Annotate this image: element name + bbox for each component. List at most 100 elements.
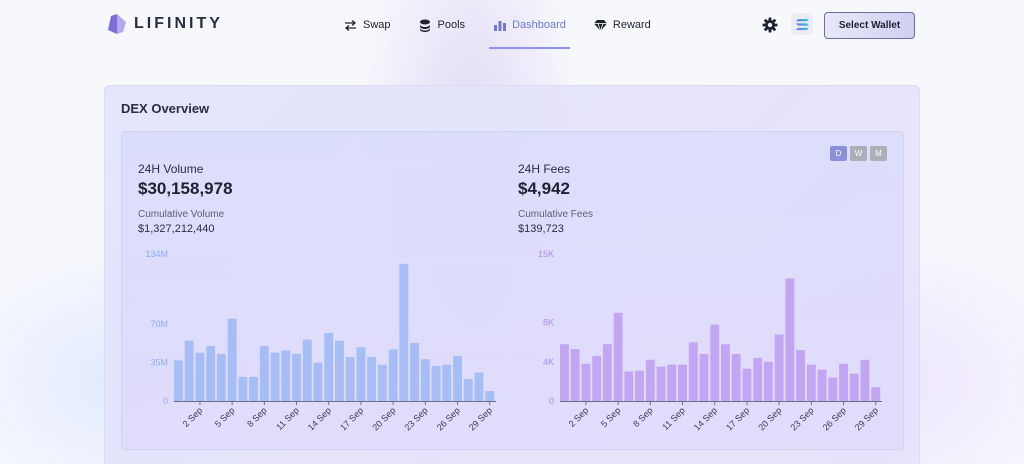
volume-bar[interactable]	[313, 362, 323, 401]
volume-bar[interactable]	[431, 365, 441, 401]
fees-bar[interactable]	[624, 371, 634, 401]
fees-bar[interactable]	[849, 373, 859, 401]
fees-y-tick-label: 15K	[538, 249, 554, 259]
fees-bar[interactable]	[699, 354, 709, 401]
nav-item-swap[interactable]: Swap	[344, 14, 391, 36]
volume-y-tick-label: 0	[163, 396, 168, 406]
fees-bar[interactable]	[785, 278, 795, 402]
period-toggle-day[interactable]: D	[830, 146, 847, 161]
fees-bar[interactable]	[645, 359, 655, 401]
fees-x-tick-label: 8 Sep	[631, 405, 655, 429]
volume-bar[interactable]	[463, 379, 473, 401]
volume-value: $30,158,978	[138, 179, 233, 198]
volume-bar[interactable]	[345, 357, 355, 401]
volume-bar[interactable]	[410, 342, 419, 401]
fees-x-tick-label: 17 Sep	[724, 405, 751, 432]
fees-x-tick-label: 5 Sep	[599, 405, 623, 429]
fees-bar[interactable]	[721, 344, 730, 401]
volume-bar[interactable]	[442, 364, 452, 401]
fees-bar[interactable]	[602, 344, 612, 401]
volume-bar[interactable]	[324, 333, 334, 401]
fees-bar[interactable]	[667, 364, 677, 401]
fees-bar[interactable]	[828, 377, 838, 402]
period-toggle-week[interactable]: W	[850, 146, 867, 161]
nav-item-dashboard[interactable]: Dashboard	[489, 14, 570, 49]
fees-bar[interactable]	[731, 354, 741, 401]
fees-bar[interactable]	[871, 387, 881, 401]
fees-bar[interactable]	[860, 359, 870, 401]
cumulative-volume-value: $1,327,212,440	[138, 223, 215, 235]
volume-y-tick-label: 70M	[150, 319, 168, 329]
fees-bar[interactable]	[570, 349, 580, 401]
volume-bar[interactable]	[227, 318, 237, 401]
fees-x-tick-label: 14 Sep	[692, 405, 719, 432]
lifinity-logo-icon	[108, 14, 126, 34]
nav-item-reward-label: Reward	[612, 19, 651, 31]
fees-bar-chart: 0 4K 8K 15K 2 Sep 5 Sep 8 Sep 11 Sep 14 Sep 17 Se…	[538, 249, 882, 433]
volume-x-tick-label: 8 Sep	[245, 405, 269, 429]
fees-bar[interactable]	[796, 350, 805, 401]
fees-x-tick-label: 23 Sep	[789, 405, 816, 432]
fees-bar[interactable]	[742, 368, 752, 401]
period-toggle-month[interactable]: M	[870, 146, 887, 161]
volume-bar[interactable]	[474, 372, 484, 402]
fees-bar[interactable]	[839, 363, 848, 401]
volume-bar[interactable]	[485, 391, 495, 401]
fees-bar[interactable]	[560, 344, 569, 401]
fees-bar[interactable]	[656, 366, 666, 401]
select-wallet-button[interactable]: Select Wallet	[824, 12, 915, 39]
volume-bar[interactable]	[292, 353, 301, 401]
volume-bar[interactable]	[249, 376, 258, 401]
volume-bar[interactable]	[420, 359, 430, 401]
fees-bar[interactable]	[774, 334, 784, 401]
brand-logo[interactable]: LIFINITY	[108, 14, 223, 34]
volume-bar[interactable]	[174, 360, 183, 401]
volume-bar[interactable]	[399, 263, 409, 401]
volume-bar[interactable]	[206, 346, 216, 401]
volume-bar[interactable]	[335, 340, 344, 401]
volume-bar[interactable]	[453, 356, 462, 401]
volume-bar[interactable]	[281, 350, 291, 402]
volume-bar[interactable]	[302, 339, 312, 401]
fees-bar[interactable]	[635, 370, 644, 401]
volume-bar[interactable]	[238, 376, 248, 401]
volume-bar[interactable]	[195, 352, 205, 401]
volume-x-tick-label: 2 Sep	[181, 405, 205, 429]
volume-x-tick-label: 5 Sep	[213, 405, 237, 429]
volume-bar[interactable]	[367, 357, 377, 401]
nav-item-dashboard-label: Dashboard	[512, 19, 566, 31]
gear-icon[interactable]	[762, 17, 778, 33]
volume-bar[interactable]	[388, 349, 398, 401]
volume-x-tick-label: 14 Sep	[306, 405, 333, 432]
volume-stats: 24H Volume $30,158,978 Cumulative Volume…	[138, 162, 233, 235]
nav-item-pools[interactable]: Pools	[419, 14, 465, 36]
fees-bar[interactable]	[806, 364, 816, 401]
solana-icon[interactable]	[791, 13, 813, 35]
volume-bar[interactable]	[270, 352, 280, 401]
overview-panel: D W M 24H Volume $30,158,978 Cumulative …	[121, 131, 904, 450]
volume-bar[interactable]	[216, 353, 226, 401]
volume-bar[interactable]	[184, 340, 194, 401]
fees-bar[interactable]	[678, 364, 687, 401]
fees-label: 24H Fees	[518, 162, 571, 176]
fees-bar[interactable]	[710, 324, 720, 401]
fees-bar[interactable]	[613, 312, 623, 401]
fees-bar[interactable]	[688, 342, 698, 401]
volume-bar-chart: 0 35M 70M 134M 2 Sep 5 Sep 8 Sep 11 Sep 14 Sep 17…	[145, 249, 496, 433]
fees-bar[interactable]	[592, 355, 602, 401]
fees-bar[interactable]	[581, 363, 591, 401]
volume-bar[interactable]	[377, 364, 387, 401]
fees-x-tick-label: 11 Sep	[660, 405, 687, 432]
volume-bar[interactable]	[356, 347, 366, 401]
fees-bar[interactable]	[753, 357, 763, 401]
volume-x-tick-label: 26 Sep	[435, 405, 462, 432]
volume-label: 24H Volume	[138, 162, 204, 176]
nav-item-reward[interactable]: Reward	[593, 14, 651, 36]
fees-y-tick-label: 0	[549, 396, 554, 406]
fees-stats: 24H Fees $4,942 Cumulative Fees $139,723	[518, 162, 593, 235]
volume-bar[interactable]	[259, 346, 269, 401]
fees-bar[interactable]	[817, 369, 827, 401]
fees-bar[interactable]	[763, 361, 773, 401]
fees-x-tick-label: 20 Sep	[756, 405, 783, 432]
fees-x-tick-label: 29 Sep	[853, 405, 880, 432]
